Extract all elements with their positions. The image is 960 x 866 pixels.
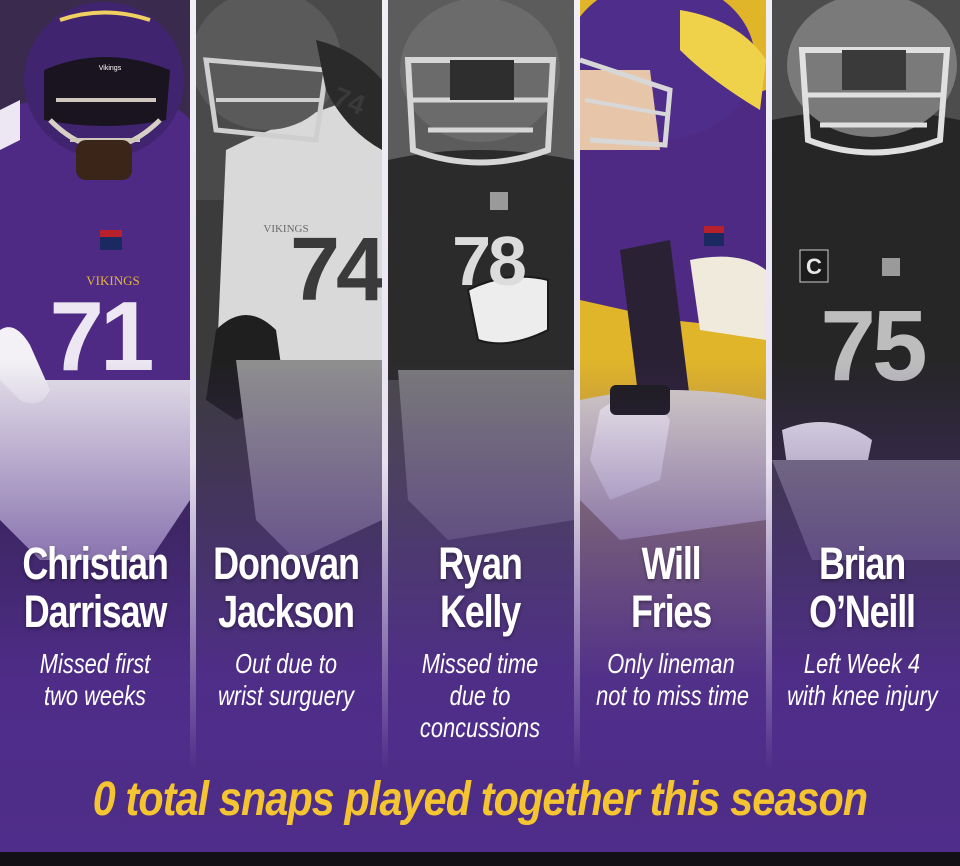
player-note-fries: Only lineman not to miss time <box>596 648 750 711</box>
player-first-name: Brian <box>818 538 906 589</box>
jersey-number: 78 <box>452 222 525 300</box>
jersey-number: 74 <box>290 220 382 320</box>
player-last-name: Kelly <box>439 586 521 637</box>
headline: 0 total snaps played together this seaso… <box>92 773 868 826</box>
svg-text:Vikings: Vikings <box>99 65 122 72</box>
player-first-name: Ryan <box>438 538 522 589</box>
jersey-number: 76 <box>697 262 764 334</box>
player-note-oneill: Left Week 4 with knee injury <box>787 648 938 711</box>
panel-fries: 76 <box>580 0 766 852</box>
panel-divider <box>190 0 196 770</box>
player-name-jackson: Donovan Jackson <box>209 540 363 636</box>
panel-oneill: C 75 <box>772 0 960 852</box>
player-last-name: Fries <box>630 586 712 637</box>
panel-jackson: 74 VIKINGS 74 <box>196 0 382 852</box>
panel-divider <box>382 0 388 770</box>
captain-patch: C <box>806 254 822 279</box>
player-last-name: Jackson <box>218 586 355 637</box>
jersey-wordmark: VIKINGS <box>86 273 139 288</box>
player-name-darrisaw: Christian Darrisaw <box>18 540 172 636</box>
panel-kelly: 78 <box>388 0 574 852</box>
player-first-name: Will <box>641 538 702 589</box>
panel-divider <box>574 0 580 770</box>
player-name-kelly: Ryan Kelly <box>403 540 557 636</box>
jersey-wordmark: VIKINGS <box>263 223 308 235</box>
player-name-fries: Will Fries <box>594 540 748 636</box>
player-note-kelly: Missed time due to concussions <box>419 648 541 743</box>
player-note-darrisaw: Missed first two weeks <box>39 648 151 711</box>
player-name-oneill: Brian O’Neill <box>785 540 939 636</box>
panel-darrisaw: Vikings VIKINGS 71 <box>0 0 190 852</box>
player-first-name: Christian <box>22 538 168 589</box>
player-first-name: Donovan <box>213 538 360 589</box>
player-last-name: Darrisaw <box>23 586 168 637</box>
player-note-jackson: Out due to wrist surguery <box>218 648 354 711</box>
panel-divider <box>766 0 772 770</box>
player-last-name: O’Neill <box>809 586 916 637</box>
bottom-strip <box>0 852 960 866</box>
